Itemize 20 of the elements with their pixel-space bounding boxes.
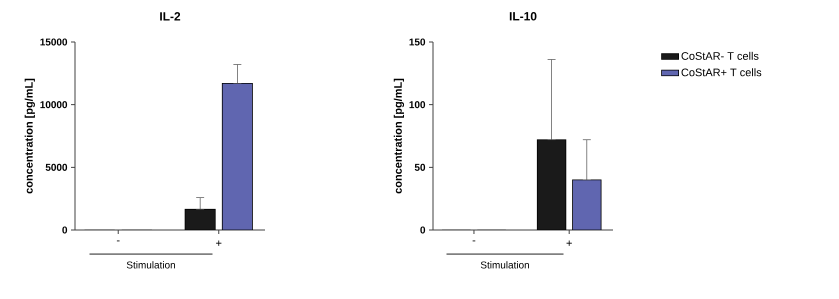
x-tick-label: - xyxy=(116,240,120,242)
y-axis-title: concentration [pg/mL] xyxy=(24,78,35,194)
chart-title: IL-2 xyxy=(160,12,180,20)
y-tick-label: 100 xyxy=(410,101,426,108)
x-tick-label: + xyxy=(566,240,572,246)
x-axis-title: Stimulation xyxy=(126,261,175,268)
x-tick-label: - xyxy=(472,240,476,242)
y-tick-label: 0 xyxy=(62,226,68,234)
x-tick-label: + xyxy=(216,240,222,246)
y-tick-label: 5000 xyxy=(46,164,68,171)
y-axis-title: concentration [pg/mL] xyxy=(394,78,404,194)
legend-label: CoStAR- T cells xyxy=(682,52,759,60)
y-tick-label: 15000 xyxy=(40,38,68,46)
y-tick-label: 10000 xyxy=(40,101,68,108)
legend-label: CoStAR+ T cells xyxy=(682,68,762,76)
y-tick-label: 150 xyxy=(410,38,426,46)
chart-title: IL-10 xyxy=(510,12,536,20)
y-tick-label: 50 xyxy=(414,164,426,171)
x-axis-title: Stimulation xyxy=(480,261,529,268)
y-tick-label: 0 xyxy=(420,226,426,234)
